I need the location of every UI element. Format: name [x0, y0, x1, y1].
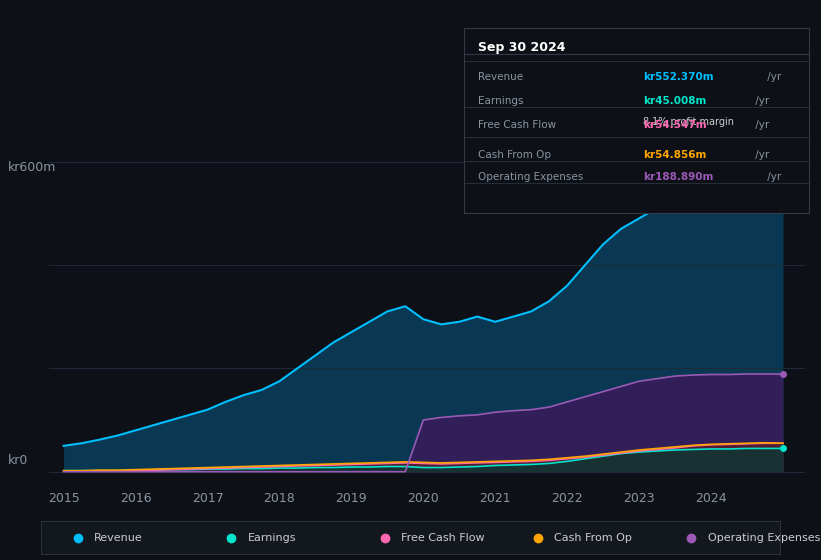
Text: Operating Expenses: Operating Expenses	[478, 172, 583, 182]
Text: /yr: /yr	[764, 172, 781, 182]
Text: /yr: /yr	[764, 72, 781, 82]
Text: kr0: kr0	[7, 454, 28, 467]
Text: /yr: /yr	[752, 96, 769, 106]
Text: kr54.856m: kr54.856m	[643, 150, 707, 160]
Text: Revenue: Revenue	[478, 72, 523, 82]
Text: kr600m: kr600m	[7, 161, 56, 174]
Text: Cash From Op: Cash From Op	[478, 150, 551, 160]
Text: kr54.547m: kr54.547m	[643, 120, 707, 130]
Text: Free Cash Flow: Free Cash Flow	[478, 120, 556, 130]
Text: /yr: /yr	[752, 150, 769, 160]
Text: Free Cash Flow: Free Cash Flow	[401, 533, 484, 543]
Text: Cash From Op: Cash From Op	[554, 533, 632, 543]
Text: /yr: /yr	[752, 120, 769, 130]
Text: Revenue: Revenue	[94, 533, 143, 543]
Text: kr188.890m: kr188.890m	[643, 172, 713, 182]
Text: Sep 30 2024: Sep 30 2024	[478, 41, 565, 54]
Text: Operating Expenses: Operating Expenses	[708, 533, 820, 543]
Text: 8.1% profit margin: 8.1% profit margin	[643, 116, 734, 127]
Text: kr552.370m: kr552.370m	[643, 72, 713, 82]
Text: Earnings: Earnings	[248, 533, 296, 543]
Text: kr45.008m: kr45.008m	[643, 96, 707, 106]
Text: Earnings: Earnings	[478, 96, 523, 106]
